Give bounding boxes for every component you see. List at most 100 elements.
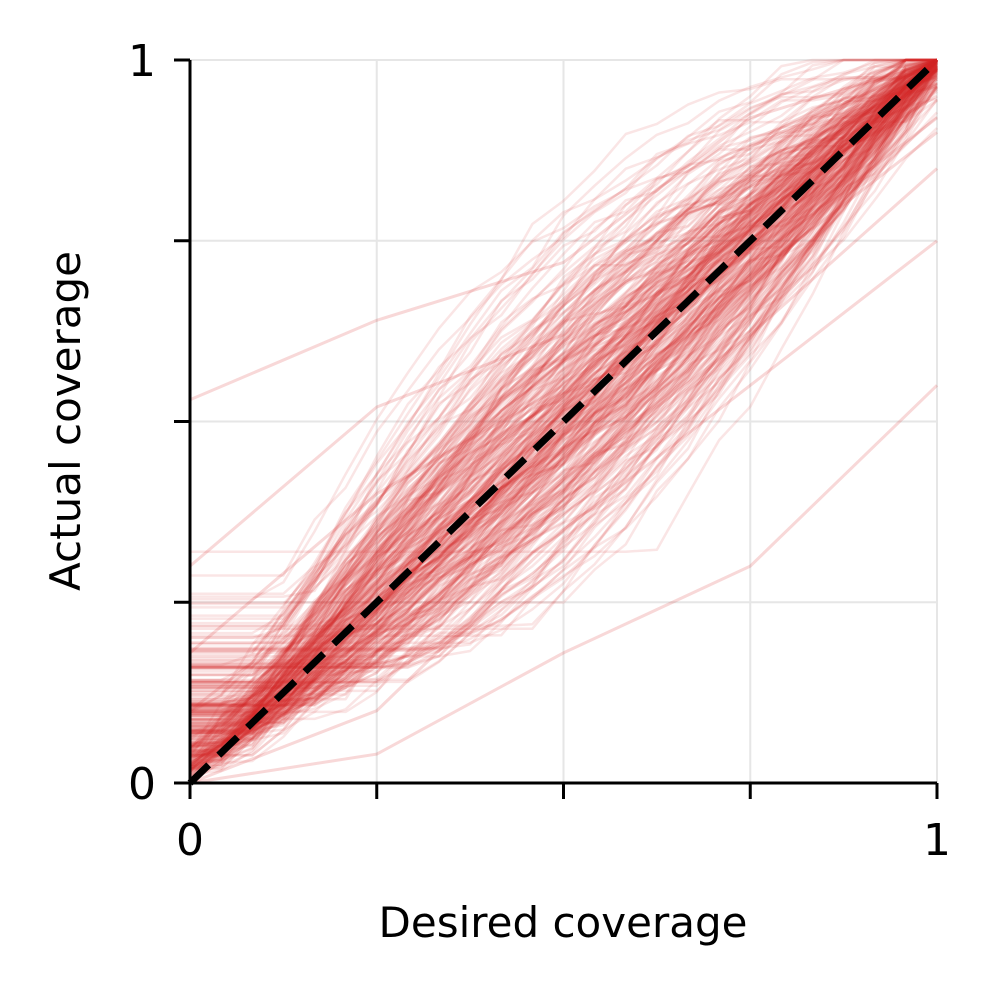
coverage-curve-bg-254 <box>190 58 938 653</box>
coverage-curve-bg-212 <box>189 70 938 776</box>
coverage-curve-bg-289 <box>190 59 938 701</box>
coverage-curve-bg-255 <box>190 62 939 604</box>
coverage-curve-bg-295 <box>188 58 938 766</box>
coverage-curve-bg-67 <box>190 66 938 748</box>
coverage-curve-bg-8 <box>189 63 938 773</box>
coverage-curve-bg-167 <box>190 59 938 710</box>
coverage-curve-bg-127 <box>190 58 938 662</box>
coverage-curve-bg-269 <box>190 58 938 640</box>
coverage-curve-bg-126 <box>190 58 938 745</box>
coverage-curve-bg-139 <box>190 72 939 722</box>
coverage-curve-bg-79 <box>190 86 938 768</box>
coverage-curve-bg-176 <box>190 64 938 732</box>
coverage-curve-bg-5 <box>190 59 938 690</box>
coverage-curve-bg-175 <box>190 66 938 677</box>
coverage-curve-bg-237 <box>190 87 938 714</box>
coverage-curve-bg-189 <box>190 58 938 706</box>
coverage-curve-bg-85 <box>190 59 938 722</box>
coverage-curve-bg-218 <box>190 127 938 701</box>
coverage-curve-bg-174 <box>190 58 938 718</box>
coverage-curve-bg-241 <box>189 59 938 771</box>
coverage-curve-bg-264 <box>190 83 939 653</box>
coverage-curve-bg-291 <box>190 68 938 763</box>
coverage-curve-bg-9 <box>190 61 938 727</box>
coverage-curve-bg-70 <box>190 59 938 746</box>
coverage-curve-bg-225 <box>190 61 938 687</box>
coverage-curve-bg-245 <box>190 59 938 717</box>
coverage-curve-bg-87 <box>190 58 938 682</box>
coverage-curve-bg-280 <box>189 59 938 758</box>
x-tick-label-0: 0 <box>176 815 204 866</box>
coverage-curve-1 <box>189 58 938 568</box>
coverage-curve-bg-156 <box>190 60 938 707</box>
coverage-curve-bg-149 <box>190 74 939 690</box>
coverage-curve-bg-292 <box>190 65 938 745</box>
coverage-curve-bg-66 <box>190 58 938 723</box>
coverage-curve-bg-93 <box>188 58 937 781</box>
coverage-curve-bg-293 <box>190 66 938 725</box>
coverage-curve-bg-162 <box>190 58 938 732</box>
coverage-curve-bg-110 <box>190 83 938 714</box>
coverage-curve-bg-271 <box>190 58 938 727</box>
coverage-curve-bg-61 <box>190 62 938 712</box>
coverage-curve-bg-224 <box>189 59 938 777</box>
coverage-curve-bg-150 <box>190 64 938 706</box>
coverage-curve-bg-26 <box>190 61 938 742</box>
coverage-curve-bg-51 <box>189 58 938 737</box>
coverage-curve-bg-248 <box>190 68 938 708</box>
coverage-curve-bg-37 <box>190 67 938 734</box>
coverage-curve-bg-4 <box>190 67 938 712</box>
coverage-curve-5 <box>189 167 938 785</box>
coverage-curve-bg-12 <box>190 59 938 669</box>
coverage-curve-bg-71 <box>189 60 938 759</box>
coverage-curve-bg-98 <box>189 58 938 783</box>
coverage-curve-bg-120 <box>188 58 937 770</box>
coverage-curve-bg-59 <box>190 59 939 651</box>
coverage-curve-bg-82 <box>190 85 938 684</box>
coverage-curve-bg-210 <box>189 67 938 774</box>
coverage-curve-6 <box>189 239 938 785</box>
coverage-curve-bg-46 <box>190 66 938 682</box>
coverage-curve-bg-188 <box>190 58 938 712</box>
coverage-curve-bg-275 <box>190 64 938 677</box>
coverage-curve-bg-133 <box>190 58 938 670</box>
coverage-curve-bg-3 <box>190 58 937 667</box>
coverage-curve-bg-111 <box>189 67 939 768</box>
coverage-curve-bg-296 <box>190 67 938 757</box>
coverage-curve-bg-230 <box>190 58 937 644</box>
coverage-curve-bg-55 <box>190 86 938 713</box>
coverage-curve-bg-97 <box>190 69 938 687</box>
coverage-curve-bg-213 <box>189 58 938 747</box>
coverage-curve-bg-236 <box>190 76 938 707</box>
coverage-curve-bg-121 <box>190 98 939 726</box>
coverage-curve-bg-200 <box>190 64 939 670</box>
coverage-curve-bg-0 <box>190 64 938 716</box>
coverage-curve-bg-60 <box>190 65 939 673</box>
coverage-curve-bg-31 <box>189 59 938 750</box>
coverage-curve-bg-181 <box>190 78 938 757</box>
coverage-curve-bg-105 <box>190 69 938 705</box>
y-axis-label: Actual coverage <box>41 251 90 591</box>
coverage-curve-bg-21 <box>190 77 938 650</box>
coverage-curve-bg-278 <box>190 68 939 731</box>
coverage-curve-bg-138 <box>189 59 938 752</box>
coverage-curve-bg-182 <box>190 69 938 694</box>
coverage-curve-bg-88 <box>190 59 938 757</box>
coverage-curve-bg-147 <box>190 59 938 709</box>
coverage-curve-bg-204 <box>190 69 939 708</box>
coverage-curve-bg-114 <box>189 58 937 758</box>
coverage-curves <box>188 58 939 785</box>
coverage-curve-2 <box>189 94 938 655</box>
coverage-curve-bg-197 <box>190 59 939 553</box>
coverage-curve-bg-141 <box>190 58 937 699</box>
ticks: 0 1 0 1 <box>128 36 951 866</box>
coverage-curve-bg-10 <box>190 66 938 702</box>
coverage-curve-bg-108 <box>190 58 938 734</box>
coverage-curve-bg-35 <box>189 59 938 767</box>
coverage-curve-bg-215 <box>190 58 937 708</box>
coverage-curve-bg-28 <box>189 66 938 756</box>
coverage-curve-bg-201 <box>189 58 937 749</box>
coverage-curve-3 <box>189 116 938 712</box>
coverage-curve-bg-30 <box>189 58 938 755</box>
coverage-curve-bg-40 <box>190 59 938 644</box>
